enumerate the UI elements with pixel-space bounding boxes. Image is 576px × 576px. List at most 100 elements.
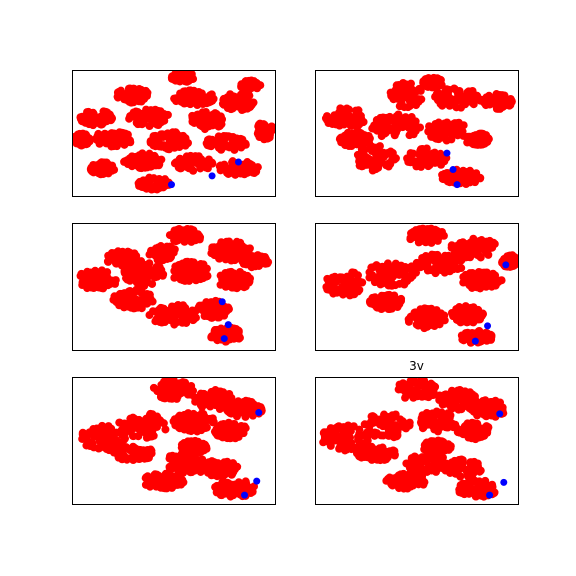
scatter-point: [440, 157, 449, 166]
scatter-point: [411, 126, 420, 135]
scatter-point: [220, 279, 229, 288]
scatter-point: [203, 272, 212, 281]
scatter-point: [440, 169, 449, 178]
highlight-point: [234, 158, 242, 166]
scatter-point: [95, 132, 104, 141]
scatter-point: [228, 136, 237, 145]
scatter-point: [189, 465, 198, 474]
scatter-point: [326, 441, 335, 450]
scatter-point: [122, 443, 131, 452]
scatter-point: [129, 432, 138, 441]
scatter-point: [159, 419, 168, 428]
scatter-point: [456, 318, 465, 327]
scatter-point: [188, 306, 197, 315]
highlight-point: [484, 322, 492, 330]
scatter-point: [388, 292, 397, 301]
scatter-point: [319, 438, 328, 447]
scatter-point: [505, 95, 514, 104]
scatter-point: [197, 96, 206, 105]
scatter-point: [248, 487, 257, 496]
scatter-point: [143, 427, 152, 436]
scatter-point: [427, 314, 436, 323]
scatter-point: [247, 254, 256, 263]
scatter-point: [161, 383, 170, 392]
scatter-point: [477, 337, 486, 346]
scatter-point: [347, 290, 356, 299]
scatter-point: [372, 143, 381, 152]
scatter-point: [412, 99, 421, 108]
scatter-point: [235, 486, 244, 495]
scatter-point: [331, 424, 340, 433]
scatter-point: [461, 302, 470, 311]
scatter-point: [189, 226, 198, 235]
scatter-point: [135, 274, 144, 283]
axes-frame: [72, 377, 276, 505]
scatter-point: [155, 264, 164, 273]
scatter-point: [248, 100, 257, 109]
scatter-point: [141, 268, 150, 277]
scatter-point: [335, 444, 344, 453]
scatter-point: [239, 408, 248, 417]
scatter-point: [254, 402, 263, 411]
scatter-point: [219, 470, 228, 479]
scatter-point: [401, 262, 410, 271]
scatter-point: [85, 120, 94, 129]
scatter-point: [187, 437, 196, 446]
scatter-point: [201, 107, 210, 116]
scatter-point: [438, 101, 447, 110]
scatter-point: [266, 124, 275, 133]
scatter-point: [459, 178, 468, 187]
scatter-point: [220, 164, 229, 173]
scatter-point: [129, 155, 138, 164]
scatter-point: [104, 281, 113, 290]
scatter-point: [195, 235, 204, 244]
scatter-point: [104, 274, 113, 283]
scatter-point: [322, 428, 331, 437]
scatter-point: [468, 238, 477, 247]
scatter-point: [229, 165, 238, 174]
scatter-point: [386, 148, 395, 157]
scatter-point: [325, 285, 334, 294]
scatter-point: [175, 70, 184, 78]
scatter-point: [123, 159, 132, 168]
scatter-point: [491, 99, 500, 108]
scatter-point: [435, 320, 444, 329]
scatter-point: [120, 95, 129, 104]
scatter-point: [87, 164, 96, 173]
scatter-point: [368, 299, 377, 308]
scatter-point: [471, 246, 480, 255]
scatter-point: [225, 239, 234, 248]
scatter-point: [171, 421, 180, 430]
highlight-point: [449, 166, 457, 174]
scatter-point: [224, 404, 233, 413]
scatter-point: [81, 435, 90, 444]
scatter-point: [177, 265, 186, 274]
scatter-point: [443, 118, 451, 127]
scatter-point: [358, 278, 367, 287]
scatter-point: [442, 128, 451, 137]
scatter-point: [431, 257, 440, 266]
scatter-point: [87, 430, 96, 439]
scatter-point: [234, 478, 243, 487]
scatter-point: [173, 392, 182, 401]
scatter-point: [181, 378, 190, 387]
scatter-point: [203, 118, 212, 127]
scatter-point: [227, 489, 236, 498]
scatter-point: [229, 334, 238, 343]
scatter-point: [328, 120, 337, 128]
scatter-point: [218, 138, 227, 147]
scatter-point: [378, 126, 387, 135]
scatter-point: [170, 159, 179, 168]
scatter-point: [178, 161, 187, 170]
scatter-point: [424, 383, 433, 392]
scatter-point: [84, 107, 93, 116]
scatter-point: [189, 315, 198, 324]
scatter-point: [216, 490, 225, 499]
scatter-point: [154, 183, 163, 192]
scatter-point: [178, 230, 187, 239]
scatter-point: [180, 237, 189, 246]
axes-frame: [315, 223, 519, 351]
scatter-point: [198, 156, 207, 165]
scatter-point: [141, 111, 150, 120]
scatter-point: [184, 417, 193, 426]
